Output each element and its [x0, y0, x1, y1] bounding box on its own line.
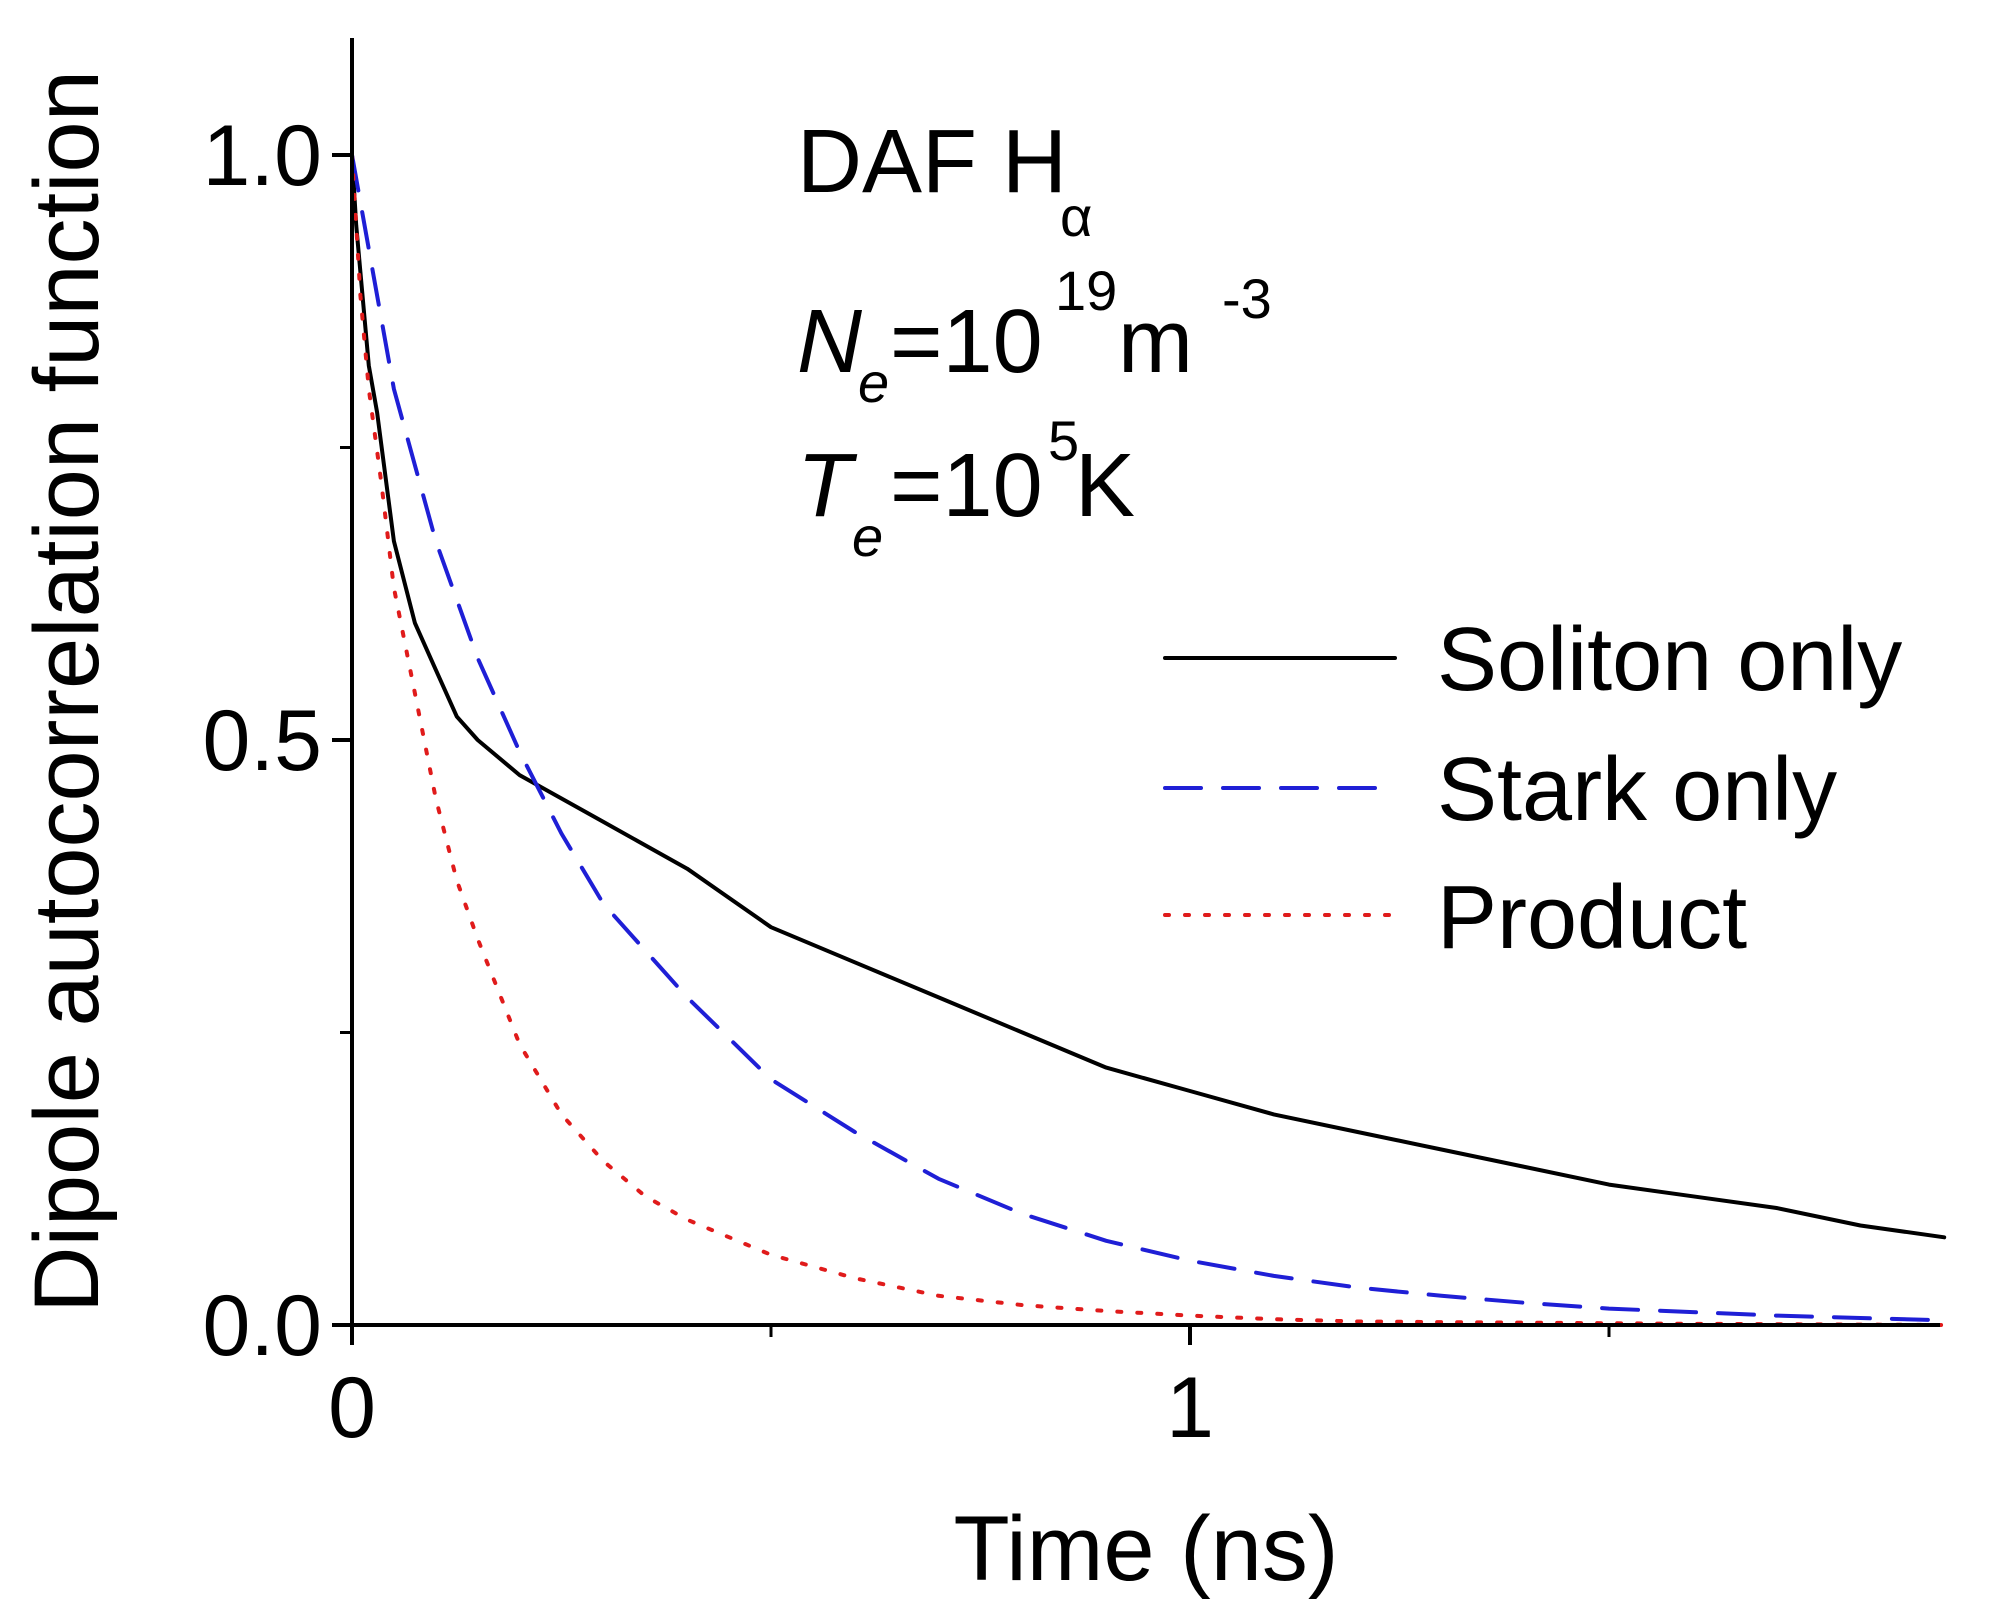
annotation-ne-var: N	[797, 292, 863, 392]
annotation-te-var: T	[797, 436, 858, 536]
series-line-stark-only	[350, 153, 1947, 1323]
annotation-te-sub: e	[852, 505, 883, 568]
annotation-ne-unit: m	[1118, 292, 1193, 392]
x-tick-label: 0	[328, 1360, 376, 1456]
annotation-alpha-subscript: α	[1060, 185, 1092, 248]
annotation-te-exp: 5	[1048, 409, 1079, 472]
annotation-line-1: DAF H	[797, 112, 1067, 212]
annotation-te-eq: =10	[890, 436, 1043, 536]
annotation-ne-sub: e	[858, 351, 889, 414]
y-axis-title: Dipole autocorrelation function	[16, 70, 118, 1313]
annotation-ne-eq: =10	[890, 292, 1043, 392]
annotation-daf-h: DAF H	[797, 112, 1067, 212]
annotation-te-unit: K	[1075, 436, 1135, 536]
legend: Soliton only Stark only Product	[1163, 610, 1902, 968]
annotation-ne-unit-exp: -3	[1222, 267, 1272, 330]
legend-label-soliton: Soliton only	[1437, 610, 1902, 710]
legend-label-stark: Stark only	[1437, 740, 1837, 840]
plot-annotation: DAF H α N e =10 19 m -3 T e =10 5 K	[797, 112, 1272, 568]
y-tick-label: 0.0	[202, 1278, 322, 1374]
legend-label-product: Product	[1437, 868, 1747, 968]
ticks-layer: 0 1 0.0 0.5 1.0	[202, 108, 1611, 1456]
series-line-soliton-only	[350, 153, 1947, 1240]
x-axis-title: Time (ns)	[953, 1498, 1338, 1600]
series-layer	[350, 153, 1947, 1327]
y-tick-label: 1.0	[202, 108, 322, 204]
x-tick-label: 1	[1166, 1360, 1214, 1456]
annotation-ne-exp: 19	[1055, 259, 1117, 322]
y-tick-label: 0.5	[202, 693, 322, 789]
